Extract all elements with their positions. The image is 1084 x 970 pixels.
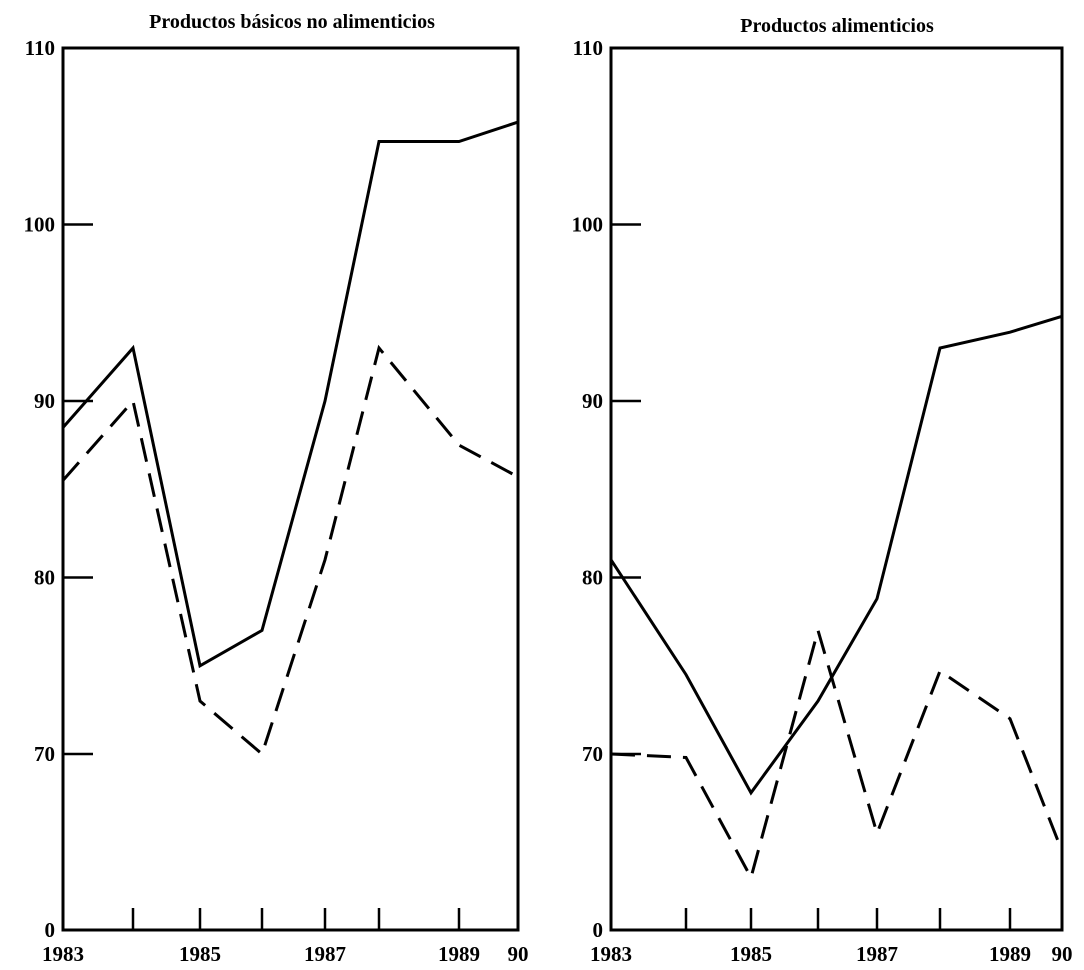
x-tick-label-food-1990: 90 [1052,942,1073,966]
x-tick-label-non-food-1989: 1989 [438,942,480,966]
y-tick-label-food-90: 90 [582,389,603,413]
x-tick-label-non-food-1985: 1985 [179,942,221,966]
chart-panel-non-food: Productos básicos no alimenticios 110 100… [24,11,529,966]
x-tick-label-food-1983: 1983 [590,942,632,966]
y-tick-label-non-food-90: 90 [34,389,55,413]
y-tick-label-food-0: 0 [593,918,604,942]
chart-title-food: Productos alimenticios [740,15,934,37]
series-line-non-food-solid [61,120,519,669]
x-tick-label-food-1985: 1985 [730,942,772,966]
y-tick-label-food-70: 70 [582,742,603,766]
y-tick-label-non-food-110: 110 [25,36,55,60]
x-tick-label-food-1989: 1989 [989,942,1031,966]
series-line-food-dashed [610,624,1064,882]
y-tick-label-non-food-0: 0 [45,918,56,942]
chart-panel-food: Productos alimenticios 110 100 90 80 70 01983… [572,15,1073,966]
series-line-food-solid [609,314,1063,796]
y-tick-label-food-110: 110 [573,36,603,60]
plot-frame-non-food [61,46,520,932]
x-tick-label-non-food-1987: 1987 [304,942,346,966]
y-tick-label-non-food-70: 70 [34,742,55,766]
series-line-non-food-dashed [61,344,519,757]
y-tick-label-food-100: 100 [572,213,604,237]
x-tick-label-non-food-1983: 1983 [42,942,84,966]
x-tick-label-non-food-1990: 90 [508,942,529,966]
plot-frame-food [609,46,1064,932]
y-tick-label-food-80: 80 [582,566,603,590]
y-tick-label-non-food-100: 100 [24,213,56,237]
y-tick-label-non-food-80: 80 [34,566,55,590]
x-tick-label-food-1987: 1987 [856,942,898,966]
chart-title-non-food: Productos básicos no alimenticios [149,11,435,33]
